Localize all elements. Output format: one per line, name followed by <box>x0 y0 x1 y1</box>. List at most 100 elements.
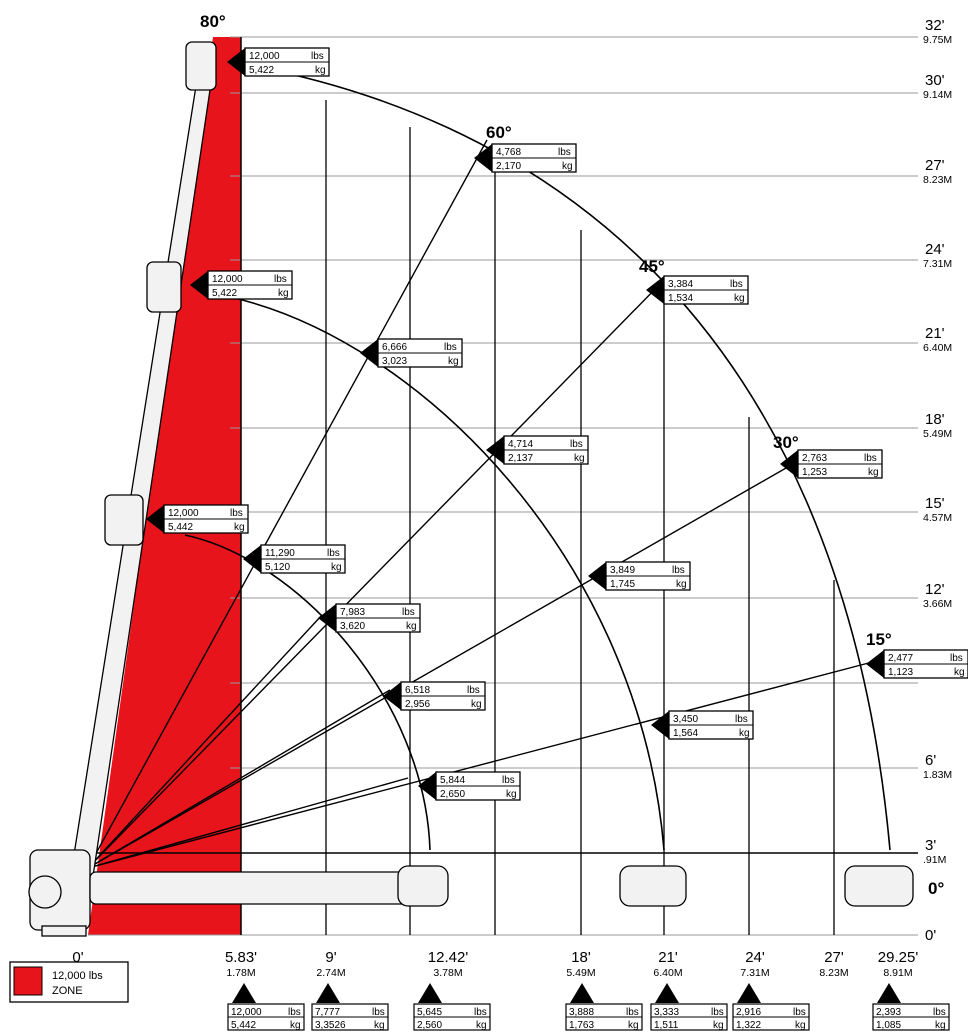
load-pointer <box>360 339 378 367</box>
load-kg: 2,137 <box>508 453 533 464</box>
y-tick-m: 3.66M <box>923 598 952 610</box>
y-tick-m: 6.40M <box>923 342 952 354</box>
y-tick-m: 4.57M <box>923 512 952 524</box>
load-lbs: 3,450 <box>673 714 698 725</box>
load-kg-unit: kg <box>506 789 517 800</box>
load-kg-unit: kg <box>315 65 326 76</box>
bottom-kg-unit: kg <box>795 1020 806 1031</box>
load-lbs-unit: lbs <box>558 147 571 158</box>
load-label-6: 2,763 lbs 1,253 kg <box>780 449 883 479</box>
bottom-kg-unit: kg <box>935 1020 946 1031</box>
load-lbs-unit: lbs <box>311 51 324 62</box>
x-axis-ticks: 0' 5.83'1.78M 9'2.74M 12.42'3.78M 18'5.49M 21… <box>72 949 918 979</box>
crane-tip-0a <box>397 865 449 907</box>
x-tick-m: 5.49M <box>566 967 595 979</box>
bottom-kg: 1,322 <box>736 1020 761 1031</box>
boom-line-45 <box>87 281 663 869</box>
angle-label-2: 45° <box>639 257 665 276</box>
y-tick-ft: 24' <box>925 241 945 258</box>
y-tick-ft: 3' <box>925 837 936 854</box>
crane-tip-0c <box>844 865 914 907</box>
bottom-kg: 2,560 <box>417 1020 442 1031</box>
bottom-kg-unit: kg <box>713 1020 724 1031</box>
angle-label-1: 60° <box>486 123 512 142</box>
y-tick-ft: 12' <box>925 581 945 598</box>
load-kg-unit: kg <box>739 728 750 739</box>
x-tick-m: 7.31M <box>740 967 769 979</box>
load-kg-unit: kg <box>234 522 245 533</box>
crane-tip-0b <box>619 865 687 907</box>
load-kg: 5,422 <box>212 288 237 299</box>
bottom-lbs-unit: lbs <box>933 1007 946 1018</box>
bottom-load-3: 3,888 lbs 1,763 kg <box>565 983 643 1031</box>
x-tick-m: 6.40M <box>653 967 682 979</box>
load-pointer <box>190 271 208 299</box>
load-lbs: 3,849 <box>610 565 635 576</box>
y-tick-m: 1.83M <box>923 769 952 781</box>
load-pointer <box>146 505 164 533</box>
bottom-lbs-unit: lbs <box>793 1007 806 1018</box>
load-lbs: 6,518 <box>405 685 430 696</box>
load-pointer <box>243 545 261 573</box>
bottom-kg: 3,3526 <box>315 1020 346 1031</box>
load-label-14: 5,844 lbs 2,650 kg <box>418 771 521 801</box>
load-lbs-unit: lbs <box>570 439 583 450</box>
y-tick-m: 8.23M <box>923 174 952 186</box>
load-label-10: 7,983 lbs 3,620 kg <box>318 603 421 633</box>
x-tick-ft: 5.83' <box>225 949 257 966</box>
load-pointer <box>588 562 606 590</box>
bottom-kg-unit: kg <box>628 1020 639 1031</box>
crane-pivot <box>28 875 62 909</box>
x-tick-ft: 18' <box>571 949 591 966</box>
bottom-lbs: 5,645 <box>417 1007 442 1018</box>
load-labels: 12,000 lbs 5,422 kg 4,768 lbs 2,170 kg 12,000 lbs… <box>146 47 968 801</box>
bottom-lbs-unit: lbs <box>474 1007 487 1018</box>
load-kg: 2,170 <box>496 161 521 172</box>
y-tick-ft: 30' <box>925 72 945 89</box>
load-lbs-unit: lbs <box>402 607 415 618</box>
reach-arcs <box>184 61 891 851</box>
load-lbs: 6,666 <box>382 342 407 353</box>
load-pointer <box>646 276 664 304</box>
bottom-lbs-unit: lbs <box>711 1007 724 1018</box>
load-label-9: 3,849 lbs 1,745 kg <box>588 561 691 591</box>
load-label-8: 11,290 lbs 5,120 kg <box>243 544 346 574</box>
vertical-gridlines <box>325 100 835 935</box>
load-label-4: 3,384 lbs 1,534 kg <box>646 275 749 305</box>
load-kg: 2,650 <box>440 789 465 800</box>
bottom-pointer <box>655 983 679 1003</box>
load-lbs: 5,844 <box>440 775 465 786</box>
load-kg: 5,120 <box>265 562 290 573</box>
x-tick-m: 1.78M <box>226 967 255 979</box>
bottom-load-4: 3,333 lbs 1,511 kg <box>650 983 728 1031</box>
load-label-2: 12,000 lbs 5,422 kg <box>190 270 293 300</box>
bottom-lbs: 7,777 <box>315 1007 340 1018</box>
load-kg-unit: kg <box>562 161 573 172</box>
load-pointer <box>780 450 798 478</box>
load-pointer <box>474 144 492 172</box>
load-label-12: 6,518 lbs 2,956 kg <box>383 681 486 711</box>
crane-tip-60 <box>146 261 182 313</box>
angle-label-3: 30° <box>773 433 799 452</box>
load-label-1: 4,768 lbs 2,170 kg <box>474 143 577 173</box>
load-pointer <box>383 682 401 710</box>
y-tick-ft: 15' <box>925 495 945 512</box>
load-lbs-unit: lbs <box>864 453 877 464</box>
load-lbs-unit: lbs <box>230 508 243 519</box>
y-tick-m: 5.49M <box>923 428 952 440</box>
bottom-pointer <box>737 983 761 1003</box>
bottom-lbs: 3,333 <box>654 1007 679 1018</box>
bottom-kg: 5,442 <box>231 1020 256 1031</box>
load-kg: 1,534 <box>668 293 693 304</box>
crane-tip-80 <box>185 41 217 91</box>
x-tick-ft: 24' <box>745 949 765 966</box>
load-kg: 1,123 <box>888 667 913 678</box>
bottom-lbs: 2,916 <box>736 1007 761 1018</box>
load-kg: 1,253 <box>802 467 827 478</box>
boom-line-15b <box>87 777 409 869</box>
load-lbs: 12,000 <box>168 508 199 519</box>
load-label-3: 6,666 lbs 3,023 kg <box>360 338 463 368</box>
load-kg: 3,023 <box>382 356 407 367</box>
load-kg-unit: kg <box>574 453 585 464</box>
bottom-pointer <box>570 983 594 1003</box>
